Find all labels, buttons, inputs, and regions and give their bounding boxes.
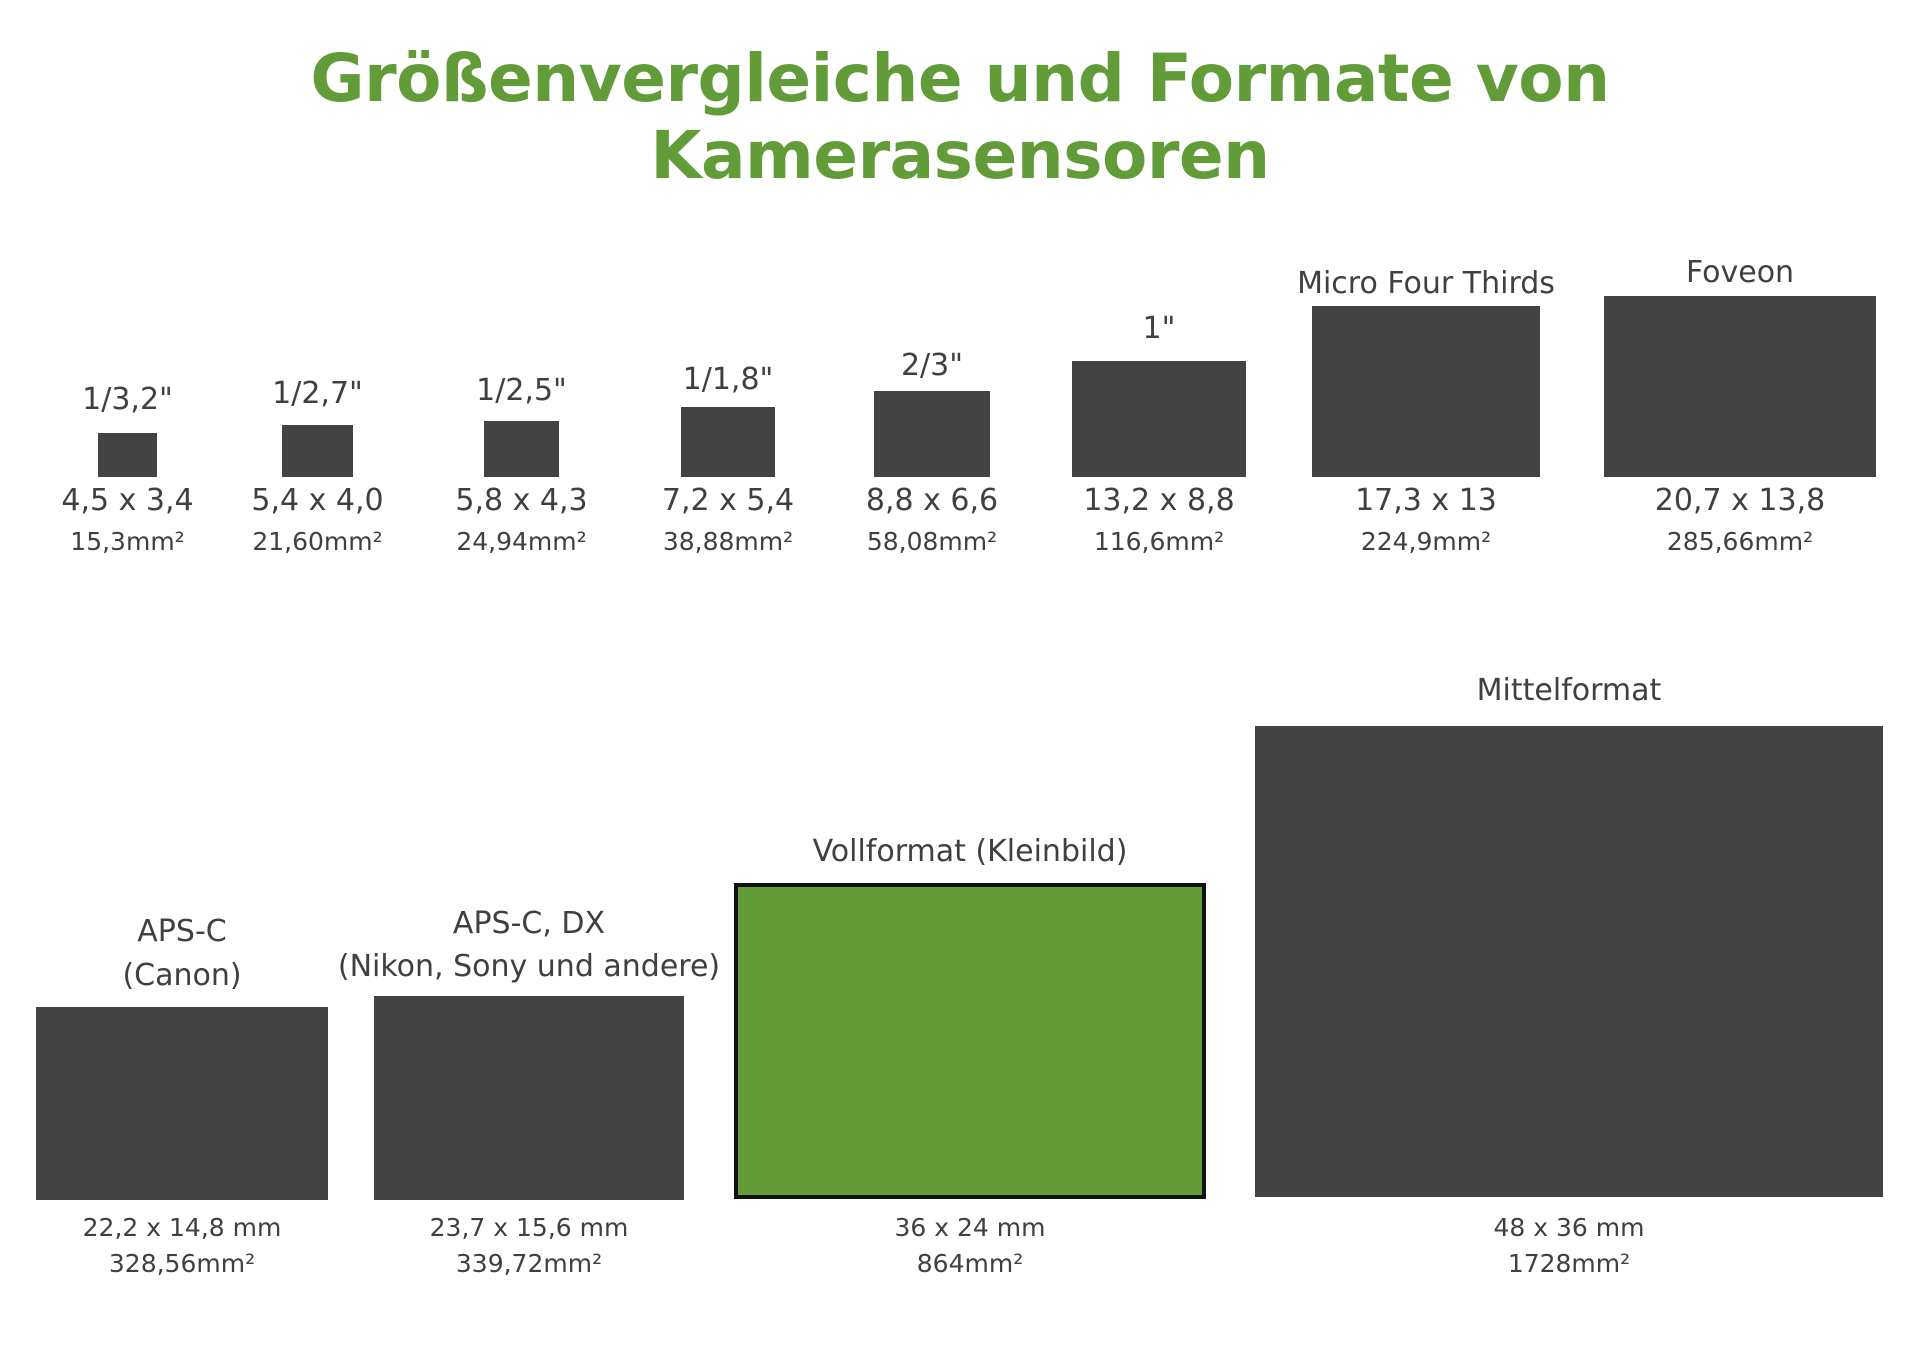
sensor-dimensions: 23,7 x 15,6 mm (429, 1213, 629, 1242)
sensor-area: 15,3mm² (70, 527, 185, 556)
sensor-vollformat: Vollformat (Kleinbild) 36 x 24 mm 864mm² (734, 0, 1206, 1278)
sensor-rect (36, 1007, 328, 1200)
sensor-rect (484, 421, 559, 477)
sensor-aps-c-canon: APS-C (Canon) 22,2 x 14,8 mm 328,56mm² (36, 0, 328, 1278)
sensor-label-secondary: (Canon) (122, 958, 242, 993)
sensor-area: 21,60mm² (252, 527, 383, 556)
sensor-area: 224,9mm² (1360, 527, 1492, 556)
sensor-label: 1/3,2" (82, 382, 173, 417)
sensor-area: 24,94mm² (456, 527, 587, 556)
sensor-label: 1" (1142, 311, 1176, 346)
sensor-label: 1/1,8" (682, 362, 774, 397)
sensor-foveon: Foveon 20,7 x 13,8 285,66mm² (1604, 0, 1876, 556)
sensor-dimensions: 7,2 x 5,4 (661, 483, 795, 518)
sensor-rect (98, 433, 157, 477)
sensor-label: Mittelformat (1476, 673, 1662, 708)
sensor-label-secondary: (Nikon, Sony und andere) (337, 949, 721, 984)
sensor-area: 864mm² (916, 1249, 1024, 1278)
sensor-rect (1604, 296, 1876, 477)
sensor-rect-highlighted (734, 883, 1206, 1199)
sensor-label: Micro Four Thirds (1297, 266, 1555, 301)
sensor-label: Vollformat (Kleinbild) (812, 834, 1128, 869)
sensor-area: 285,66mm² (1666, 527, 1814, 556)
sensor-dimensions: 20,7 x 13,8 (1654, 483, 1826, 518)
sensor-area: 58,08mm² (866, 527, 998, 556)
sensor-label: Foveon (1685, 255, 1795, 290)
sensor-area: 328,56mm² (108, 1249, 256, 1278)
sensor-1-1-8: 1/1,8" 7,2 x 5,4 38,88mm² (662, 0, 794, 556)
sensor-rect (1312, 306, 1540, 477)
sensor-dimensions: 13,2 x 8,8 (1083, 483, 1235, 518)
sensor-label: 1/2,7" (272, 376, 363, 411)
sensor-label: APS-C (137, 914, 227, 949)
sensor-area: 116,6mm² (1093, 527, 1225, 556)
sensor-aps-c-dx: APS-C, DX (Nikon, Sony und andere) 23,7 … (338, 0, 720, 1278)
sensor-label: 1/2,5" (476, 373, 567, 408)
sensor-dimensions: 22,2 x 14,8 mm (82, 1213, 282, 1242)
sensor-dimensions: 17,3 x 13 (1355, 483, 1497, 518)
sensor-dimensions: 5,4 x 4,0 (251, 483, 384, 518)
sensor-1-2-5: 1/2,5" 5,8 x 4,3 24,94mm² (455, 0, 587, 556)
sensor-area: 1728mm² (1507, 1249, 1631, 1278)
sensor-rect (1255, 726, 1883, 1197)
sensor-area: 339,72mm² (455, 1249, 603, 1278)
sensor-1-inch: 1" 13,2 x 8,8 116,6mm² (1072, 0, 1246, 556)
sensor-dimensions: 36 x 24 mm (894, 1213, 1046, 1242)
sensor-rect (282, 425, 353, 477)
sensor-1-3-2: 1/3,2" 4,5 x 3,4 15,3mm² (61, 0, 193, 556)
sensor-rect (874, 391, 990, 477)
sensor-2-3: 2/3" 8,8 x 6,6 58,08mm² (866, 0, 998, 556)
sensor-dimensions: 4,5 x 3,4 (61, 483, 194, 518)
sensor-dimensions: 48 x 36 mm (1493, 1213, 1645, 1242)
sensor-micro-four-thirds: Micro Four Thirds 17,3 x 13 224,9mm² (1297, 0, 1555, 556)
sensor-rect (1072, 361, 1246, 477)
sensor-dimensions: 8,8 x 6,6 (865, 483, 999, 518)
sensor-1-2-7: 1/2,7" 5,4 x 4,0 21,60mm² (251, 0, 383, 556)
sensor-rect (374, 996, 684, 1200)
sensor-area: 38,88mm² (662, 527, 794, 556)
sensor-dimensions: 5,8 x 4,3 (455, 483, 588, 518)
sensor-mittelformat: Mittelformat 48 x 36 mm 1728mm² (1255, 0, 1883, 1278)
sensor-label: APS-C, DX (452, 906, 606, 941)
page-title: Größenvergleiche und Formate von Kameras… (310, 40, 1610, 194)
sensor-label: 2/3" (900, 348, 964, 383)
sensor-rect (681, 407, 775, 477)
